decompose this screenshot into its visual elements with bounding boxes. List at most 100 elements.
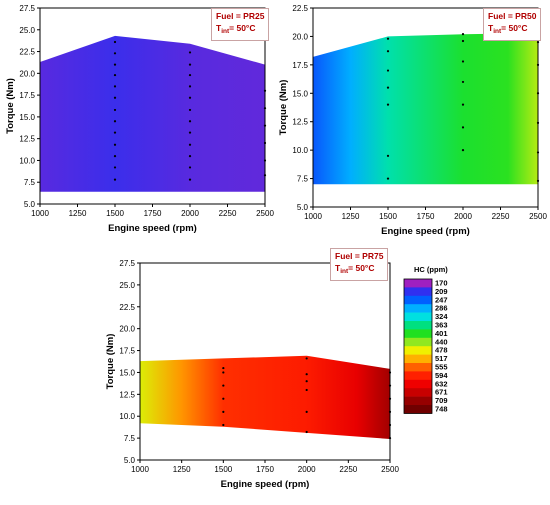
y-tick-label: 27.5 (19, 4, 35, 13)
temperature-label: Tint= 50°C (335, 263, 375, 275)
temperature-label: Tint= 50°C (216, 23, 256, 35)
x-tick-label: 2250 (492, 212, 510, 221)
y-tick-label: 27.5 (119, 259, 135, 268)
data-point (113, 40, 117, 44)
y-tick-label: 17.5 (19, 91, 35, 100)
x-tick-label: 1000 (131, 465, 149, 474)
data-points (222, 357, 392, 440)
data-point (188, 73, 192, 77)
x-axis-ticks: 1000 1250 1500 1750 2000 2250 2500 (31, 204, 274, 218)
y-tick-label: 5.0 (297, 203, 309, 212)
y-tick-label: 20.0 (119, 325, 135, 334)
data-point (113, 108, 117, 112)
legend-level-label: 324 (435, 312, 448, 321)
x-tick-label: 1500 (379, 212, 397, 221)
y-tick-label: 25.0 (19, 26, 35, 35)
temperature-label: Tint= 50°C (488, 23, 528, 35)
y-tick-label: 17.5 (292, 61, 308, 70)
legend-ticks: 1702092472863243634014404785175555946326… (435, 279, 448, 414)
y-tick-label: 22.5 (19, 48, 35, 57)
legend-swatch (404, 304, 432, 313)
x-tick-label: 2500 (256, 209, 274, 218)
data-point (386, 50, 390, 53)
y-tick-label: 15.0 (119, 368, 135, 377)
y-axis-ticks: 5.0 7.5 10.0 12.5 15.0 17.5 20.0 22.5 25.0 27.5 (119, 259, 140, 465)
legend-swatch (404, 279, 432, 288)
data-point (461, 149, 465, 152)
panel-pr25: 1000 1250 1500 1750 2000 2250 2500 5.0 7.5 10.0 1… (5, 4, 274, 234)
annotation-pr75: Fuel = PR75 Tint= 50°C (330, 248, 389, 281)
y-tick-label: 12.5 (292, 118, 308, 127)
y-tick-label: 5.0 (24, 200, 36, 209)
data-point (461, 33, 465, 36)
fuel-label: Fuel = PR75 (335, 251, 384, 261)
legend-swatches (403, 278, 433, 414)
data-point (188, 178, 192, 181)
y-tick-label: 22.5 (292, 4, 308, 13)
y-tick-label: 12.5 (119, 390, 135, 399)
legend-title: HC (ppm) (414, 265, 448, 274)
x-tick-label: 2250 (219, 209, 237, 218)
legend-level-label: 170 (435, 279, 448, 288)
data-point (386, 37, 390, 40)
data-point (461, 126, 465, 129)
x-tick-label: 1250 (69, 209, 87, 218)
x-tick-label: 2000 (454, 212, 472, 221)
legend-level-label: 555 (435, 363, 448, 372)
x-tick-label: 2500 (381, 465, 399, 474)
legend-level-label: 286 (435, 304, 448, 313)
data-point (222, 366, 225, 370)
annotation-pr50: Fuel = PR50 Tint= 50°C (483, 8, 542, 41)
legend-swatch (404, 379, 432, 389)
y-tick-label: 22.5 (119, 303, 135, 312)
data-point (188, 120, 192, 123)
data-point (222, 410, 225, 413)
legend-level-label: 401 (435, 329, 448, 338)
x-tick-label: 1000 (304, 212, 322, 221)
data-point (113, 73, 117, 77)
data-point (113, 166, 117, 169)
legend-swatch (404, 354, 432, 364)
x-tick-label: 1500 (214, 465, 232, 474)
fuel-label: Fuel = PR50 (488, 11, 537, 21)
y-tick-label: 20.0 (292, 32, 308, 41)
data-point (305, 380, 308, 383)
x-tick-label: 1750 (417, 212, 435, 221)
data-point (188, 131, 192, 134)
data-point (113, 120, 117, 123)
legend-swatch (404, 321, 432, 330)
hc-contour-fill (140, 355, 390, 439)
data-point (113, 85, 117, 88)
data-point (222, 384, 225, 387)
hc-region (313, 33, 538, 185)
hc-contour-fill (313, 33, 538, 185)
data-point (386, 86, 390, 89)
y-tick-label: 5.0 (124, 456, 136, 465)
data-point (113, 154, 117, 158)
y-tick-label: 12.5 (19, 135, 35, 144)
x-tick-label: 1000 (31, 209, 49, 218)
data-point (113, 143, 117, 146)
data-point (386, 69, 390, 72)
y-axis-label: Torque (Nm) (278, 80, 289, 136)
data-point (461, 39, 465, 43)
legend-level-label: 517 (435, 354, 448, 363)
legend-swatch (404, 371, 432, 381)
legend-swatch (404, 337, 432, 347)
data-point (188, 108, 192, 112)
y-tick-label: 15.0 (292, 89, 308, 98)
hc-color-legend: HC (ppm) 1702092472863243634014404785175… (403, 265, 448, 414)
y-tick-label: 15.0 (19, 113, 35, 122)
data-point (188, 143, 192, 146)
fuel-label: Fuel = PR25 (216, 11, 265, 21)
y-tick-label: 10.0 (292, 146, 308, 155)
legend-frame (403, 278, 433, 414)
data-point (222, 423, 225, 427)
data-point (188, 51, 192, 54)
x-tick-label: 2500 (529, 212, 547, 221)
panel-pr50: 1000 1250 1500 1750 2000 2250 2500 5.0 7.5 10.0 1… (278, 4, 547, 237)
legend-swatch (404, 287, 432, 297)
data-point (305, 373, 308, 376)
